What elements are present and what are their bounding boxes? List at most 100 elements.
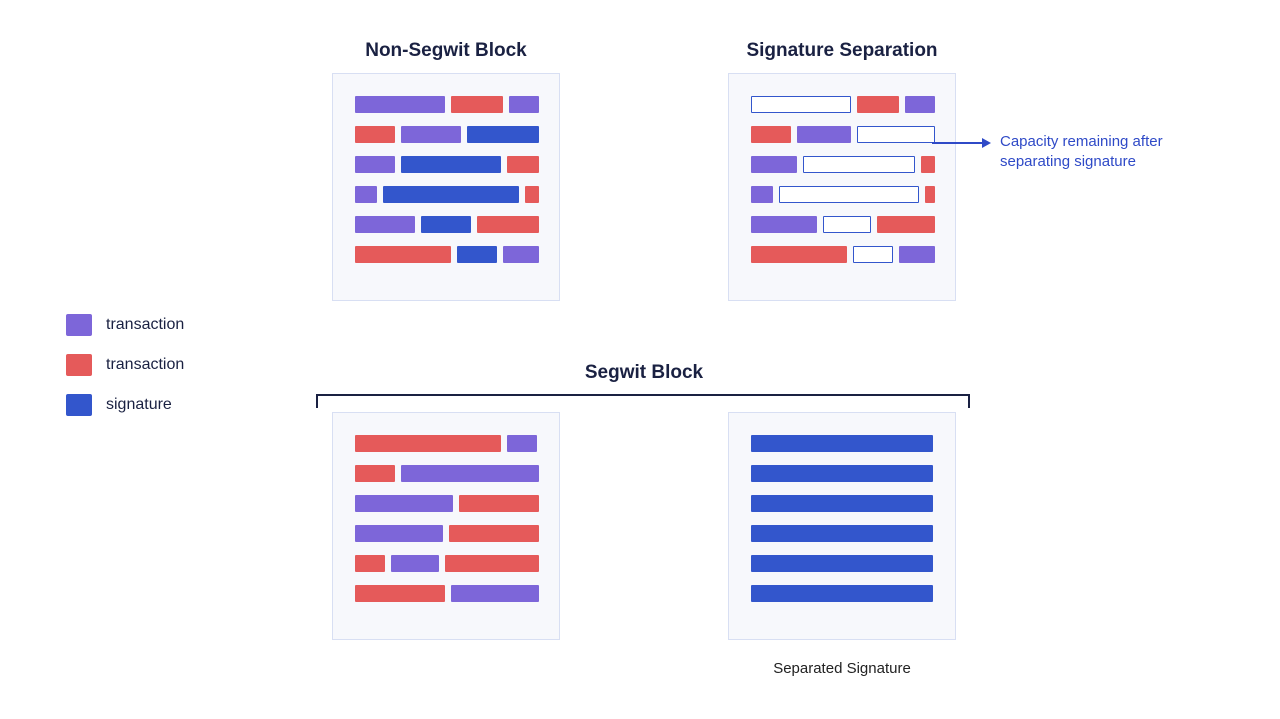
blue-brick — [751, 495, 933, 512]
legend-row-signature-blue: signature — [66, 394, 184, 416]
blue-brick — [383, 186, 519, 203]
purple-brick — [451, 585, 539, 602]
purple-brick — [401, 465, 539, 482]
legend-label: transaction — [106, 356, 184, 374]
purple-brick — [355, 156, 395, 173]
red-brick — [355, 126, 395, 143]
purple-brick — [797, 126, 851, 143]
red-brick — [355, 555, 385, 572]
purple-brick — [355, 495, 453, 512]
purple-brick — [507, 435, 537, 452]
annotation-arrow-head — [982, 138, 991, 148]
block-row — [751, 585, 933, 602]
purple-brick — [355, 186, 377, 203]
block-row — [751, 156, 935, 173]
block-row — [751, 186, 935, 203]
block-row — [355, 435, 537, 452]
title-non-segwit: Non-Segwit Block — [332, 40, 560, 62]
red-brick — [921, 156, 935, 173]
block-row — [355, 585, 539, 602]
block-row — [355, 465, 539, 482]
purple-brick — [355, 525, 443, 542]
title-segwit: Segwit Block — [332, 362, 956, 384]
purple-brick — [751, 156, 797, 173]
red-brick — [857, 96, 899, 113]
red-brick — [355, 246, 451, 263]
blue-brick — [751, 435, 933, 452]
legend-label: signature — [106, 396, 172, 414]
red-brick — [451, 96, 503, 113]
signature-slot-empty — [751, 96, 851, 113]
blue-brick — [401, 156, 501, 173]
blue-brick — [751, 465, 933, 482]
red-brick — [445, 555, 539, 572]
blue-brick — [751, 525, 933, 542]
block-row — [355, 555, 539, 572]
red-brick — [507, 156, 539, 173]
block-row — [751, 246, 935, 263]
purple-brick — [391, 555, 439, 572]
purple-brick — [751, 186, 773, 203]
block-row — [355, 126, 539, 143]
purple-brick — [355, 216, 415, 233]
purple-brick — [355, 96, 445, 113]
purple-brick — [401, 126, 461, 143]
blue-brick — [751, 555, 933, 572]
legend-swatch-blue — [66, 394, 92, 416]
block-row — [751, 435, 933, 452]
segwit-right-block — [728, 412, 956, 640]
signature-slot-empty — [853, 246, 893, 263]
segwit-bracket — [316, 394, 970, 408]
block-row — [751, 555, 933, 572]
red-brick — [925, 186, 935, 203]
block-row — [355, 216, 539, 233]
block-row — [751, 465, 933, 482]
red-brick — [877, 216, 935, 233]
signature-slot-empty — [857, 126, 935, 143]
red-brick — [751, 126, 791, 143]
blue-brick — [467, 126, 539, 143]
legend: transaction transaction signature — [66, 314, 184, 434]
block-row — [751, 96, 935, 113]
legend-swatch-red — [66, 354, 92, 376]
legend-row-transaction-red: transaction — [66, 354, 184, 376]
block-row — [751, 216, 935, 233]
separated-signature-caption: Separated Signature — [728, 660, 956, 677]
purple-brick — [899, 246, 935, 263]
blue-brick — [751, 585, 933, 602]
annotation-arrow-line — [932, 142, 982, 144]
red-brick — [525, 186, 539, 203]
block-row — [355, 96, 539, 113]
block-row — [355, 525, 539, 542]
red-brick — [459, 495, 539, 512]
block-row — [751, 525, 933, 542]
signature-slot-empty — [803, 156, 915, 173]
block-row — [751, 495, 933, 512]
block-row — [355, 246, 539, 263]
signature-slot-empty — [779, 186, 919, 203]
red-brick — [477, 216, 539, 233]
legend-label: transaction — [106, 316, 184, 334]
purple-brick — [509, 96, 539, 113]
block-row — [355, 495, 539, 512]
red-brick — [355, 585, 445, 602]
legend-row-transaction-purple: transaction — [66, 314, 184, 336]
blue-brick — [421, 216, 471, 233]
non-segwit-block — [332, 73, 560, 301]
legend-swatch-purple — [66, 314, 92, 336]
purple-brick — [905, 96, 935, 113]
signature-slot-empty — [823, 216, 871, 233]
segwit-left-block — [332, 412, 560, 640]
red-brick — [355, 435, 501, 452]
purple-brick — [751, 216, 817, 233]
blue-brick — [457, 246, 497, 263]
annotation-text: Capacity remaining after separating sign… — [1000, 132, 1180, 173]
sig-sep-block — [728, 73, 956, 301]
red-brick — [449, 525, 539, 542]
red-brick — [751, 246, 847, 263]
block-row — [751, 126, 935, 143]
block-row — [355, 156, 539, 173]
block-row — [355, 186, 539, 203]
red-brick — [355, 465, 395, 482]
title-sig-sep: Signature Separation — [728, 40, 956, 62]
